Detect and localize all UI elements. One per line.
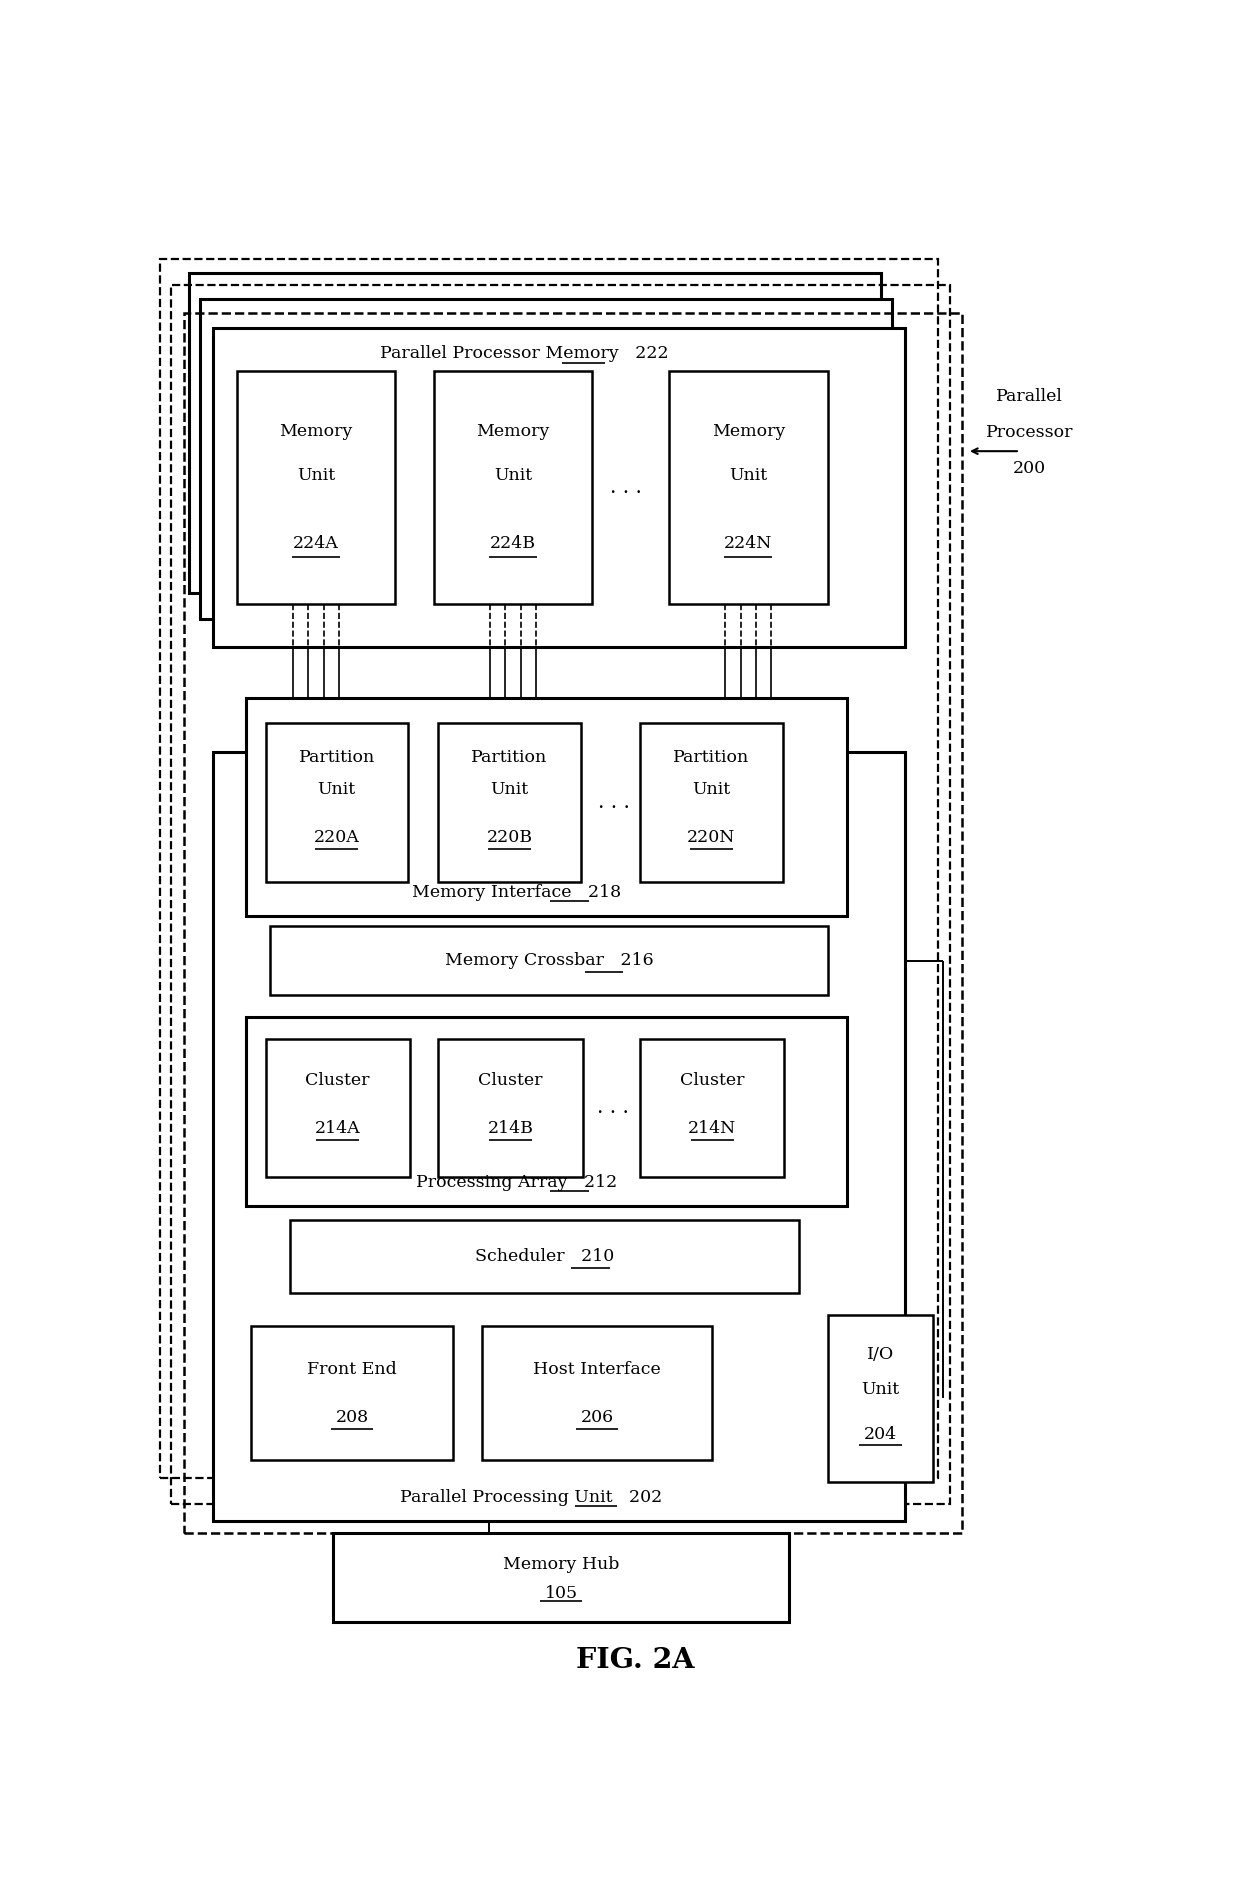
Text: Memory: Memory: [712, 424, 785, 441]
Text: Cluster: Cluster: [305, 1073, 370, 1090]
Bar: [247, 697, 847, 916]
Text: Processor: Processor: [986, 424, 1074, 441]
Bar: [265, 722, 408, 882]
Text: Parallel: Parallel: [996, 388, 1063, 405]
Text: Unit: Unit: [494, 467, 532, 484]
Text: 208: 208: [336, 1408, 368, 1425]
Text: Front End: Front End: [308, 1361, 397, 1378]
Text: 224B: 224B: [490, 535, 536, 552]
Text: Unit: Unit: [862, 1382, 899, 1399]
Text: Unit: Unit: [729, 467, 768, 484]
Text: . . .: . . .: [610, 479, 642, 498]
Text: Memory Interface   218: Memory Interface 218: [412, 884, 621, 901]
Bar: [828, 1316, 934, 1482]
Text: Partition: Partition: [673, 748, 749, 765]
Text: 214B: 214B: [487, 1120, 533, 1137]
Bar: [250, 1327, 453, 1459]
Bar: [237, 371, 396, 603]
Bar: [481, 1327, 713, 1459]
Text: Memory Hub: Memory Hub: [503, 1555, 619, 1572]
Bar: [434, 371, 593, 603]
Bar: [439, 722, 580, 882]
Bar: [332, 1533, 789, 1623]
Text: FIG. 2A: FIG. 2A: [577, 1647, 694, 1674]
Text: I/O: I/O: [867, 1346, 894, 1363]
Text: 224A: 224A: [293, 535, 339, 552]
Text: 214N: 214N: [688, 1120, 737, 1137]
Text: 200: 200: [1013, 460, 1047, 477]
Bar: [200, 300, 892, 618]
Text: 224N: 224N: [724, 535, 773, 552]
Text: Unit: Unit: [317, 780, 356, 797]
Bar: [265, 1039, 409, 1176]
Text: Memory Crossbar   216: Memory Crossbar 216: [445, 952, 653, 969]
Text: 220N: 220N: [687, 829, 735, 846]
Text: Unit: Unit: [491, 780, 528, 797]
Bar: [213, 752, 904, 1521]
Bar: [247, 1018, 847, 1206]
Text: . . .: . . .: [599, 794, 630, 812]
Text: 105: 105: [544, 1585, 578, 1602]
Text: 220B: 220B: [486, 829, 533, 846]
Text: Unit: Unit: [692, 780, 730, 797]
Text: Cluster: Cluster: [479, 1073, 543, 1090]
Bar: [640, 1039, 785, 1176]
Bar: [160, 258, 939, 1478]
Text: 214A: 214A: [315, 1120, 361, 1137]
Text: Host Interface: Host Interface: [533, 1361, 661, 1378]
Text: . . .: . . .: [598, 1099, 630, 1118]
Text: Memory: Memory: [279, 424, 352, 441]
Bar: [184, 313, 962, 1533]
Bar: [670, 371, 828, 603]
Bar: [439, 1039, 583, 1176]
Text: Partition: Partition: [299, 748, 374, 765]
Text: Unit: Unit: [296, 467, 335, 484]
Text: 220A: 220A: [314, 829, 360, 846]
Text: Memory: Memory: [476, 424, 549, 441]
Text: Scheduler   210: Scheduler 210: [475, 1248, 614, 1265]
Bar: [171, 285, 950, 1504]
Text: Partition: Partition: [471, 748, 548, 765]
Bar: [640, 722, 782, 882]
Text: Processing Array   212: Processing Array 212: [415, 1174, 618, 1191]
Bar: [270, 926, 828, 995]
Text: Parallel Processor Memory   222: Parallel Processor Memory 222: [379, 345, 668, 362]
Bar: [290, 1220, 799, 1293]
Bar: [188, 273, 880, 592]
Text: 204: 204: [864, 1427, 897, 1444]
Text: Parallel Processing Unit   202: Parallel Processing Unit 202: [399, 1489, 662, 1506]
Text: 206: 206: [580, 1408, 614, 1425]
Bar: [213, 328, 904, 647]
Text: Cluster: Cluster: [680, 1073, 745, 1090]
